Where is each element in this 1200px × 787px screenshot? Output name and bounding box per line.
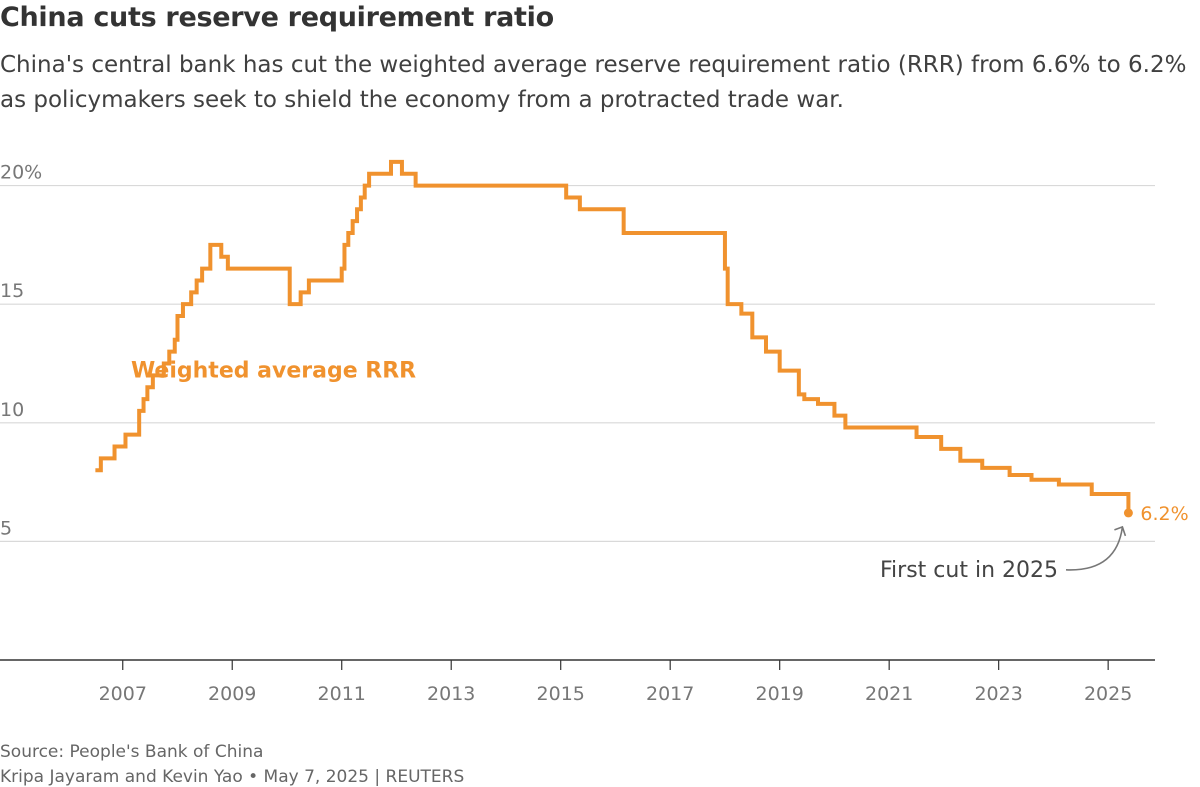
rrr-step-chart: 5 10 15 20% 2007 2009 2011 2013 2015 2017 2019 202… — [0, 159, 1189, 705]
x-tick-label-2025: 2025 — [1084, 683, 1132, 705]
x-tick-label-2015: 2015 — [537, 683, 585, 705]
series-line-weighted-average-rrr — [95, 159, 1131, 513]
data-label-latest: 6.2% — [1140, 503, 1188, 525]
x-tick-label-2009: 2009 — [208, 683, 256, 705]
chart-title: China cuts reserve requirement ratio — [0, 2, 554, 33]
y-tick-label-15: 15 — [0, 280, 24, 302]
y-tick-label-10: 10 — [0, 399, 24, 421]
annotation-first-cut-2025: First cut in 2025 — [880, 558, 1058, 583]
y-tick-label-20: 20% — [0, 162, 42, 184]
x-tick-label-2019: 2019 — [756, 683, 804, 705]
x-tick-label-2023: 2023 — [974, 683, 1022, 705]
x-tick-label-2017: 2017 — [646, 683, 694, 705]
x-tick-label-2013: 2013 — [427, 683, 475, 705]
byline: Kripa Jayaram and Kevin Yao • May 7, 202… — [0, 767, 465, 787]
y-axis-tick-labels: 5 10 15 20% — [0, 162, 42, 540]
chart-subtitle: China's central bank has cut the weighte… — [0, 52, 1187, 113]
series-label-weighted-average-rrr: Weighted average RRR — [131, 359, 416, 384]
x-axis-tick-labels: 2007 2009 2011 2013 2015 2017 2019 2021 2023 2025 — [99, 660, 1132, 705]
x-tick-label-2007: 2007 — [99, 683, 147, 705]
source-note: Source: People's Bank of China — [0, 742, 264, 762]
annotation-arrow-icon — [1065, 525, 1127, 571]
x-tick-label-2021: 2021 — [865, 683, 913, 705]
y-tick-label-5: 5 — [0, 517, 12, 539]
data-point-latest — [1123, 508, 1133, 518]
x-tick-label-2011: 2011 — [318, 683, 366, 705]
